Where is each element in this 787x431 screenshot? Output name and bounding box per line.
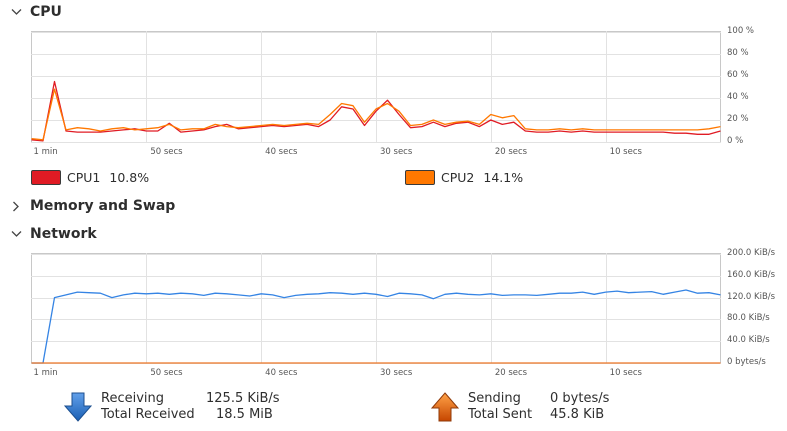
cpu-time-tick-label: 40 secs — [265, 147, 298, 157]
network-section-header[interactable]: Network — [10, 224, 97, 244]
cpu-time-tick-label: 10 secs — [609, 147, 642, 157]
cpu-y-tick-label: 0 % — [727, 136, 744, 146]
network-y-tick-label: 200.0 KiB/s — [727, 248, 776, 258]
cpu2-legend-item: CPU2 14.1% — [405, 170, 523, 185]
cpu-time-tick-label: 30 secs — [380, 147, 413, 157]
network-section-title: Network — [30, 226, 97, 242]
network-time-tick-label: 30 secs — [380, 368, 413, 378]
cpu-time-tick-label: 50 secs — [150, 147, 183, 157]
network-time-tick-label: 40 secs — [265, 368, 298, 378]
total-received-value: 18.5 MiB — [216, 407, 273, 422]
download-arrow-icon — [64, 392, 92, 422]
network-y-tick-label: 120.0 KiB/s — [727, 291, 776, 302]
cpu-time-tick-label: 1 min — [33, 147, 58, 157]
sending-stats: Sending 0 bytes/s Total Sent 45.8 KiB — [468, 391, 609, 423]
cpu2-value: 14.1% — [483, 170, 524, 185]
receiving-stats: Receiving 125.5 KiB/s Total Received 18.… — [101, 391, 280, 423]
cpu-section-title: CPU — [30, 4, 62, 20]
total-sent-label: Total Sent — [468, 407, 533, 422]
chevron-down-icon — [10, 228, 22, 240]
network-history-graph — [31, 253, 721, 364]
network-y-tick-label: 80.0 KiB/s — [727, 313, 770, 324]
network-y-tick-label: 0 bytes/s — [727, 357, 766, 367]
chevron-right-icon — [10, 200, 22, 212]
cpu1-value: 10.8% — [109, 170, 150, 185]
network-graph-canvas — [31, 253, 721, 364]
receiving-label: Receiving — [101, 391, 165, 406]
sending-value: 0 bytes/s — [550, 391, 610, 406]
network-y-tick-label: 160.0 KiB/s — [727, 269, 776, 280]
cpu-series-cpu2 — [31, 88, 721, 141]
network-time-tick-label: 50 secs — [150, 368, 183, 378]
cpu-graph-canvas — [31, 31, 721, 143]
network-time-tick-label: 1 min — [33, 368, 58, 378]
receiving-value: 125.5 KiB/s — [206, 391, 280, 406]
upload-arrow-icon — [431, 392, 459, 422]
cpu-series-cpu1 — [31, 80, 721, 142]
total-received-label: Total Received — [101, 407, 195, 422]
network-time-tick-label: 10 secs — [609, 368, 642, 378]
total-sent-value: 45.8 KiB — [550, 407, 605, 422]
cpu1-label: CPU1 — [67, 170, 101, 185]
cpu-y-tick-label: 80 % — [727, 48, 749, 58]
cpu1-legend-item: CPU1 10.8% — [31, 170, 149, 185]
sending-label: Sending — [468, 391, 521, 406]
cpu-history-graph — [31, 31, 721, 143]
cpu1-color-swatch[interactable] — [31, 170, 61, 185]
memory-section-title: Memory and Swap — [30, 198, 176, 214]
cpu2-label: CPU2 — [441, 170, 475, 185]
cpu2-color-swatch[interactable] — [405, 170, 435, 185]
network-series-receiving — [31, 289, 721, 364]
cpu-y-tick-label: 100 % — [727, 26, 755, 36]
cpu-section-header[interactable]: CPU — [10, 2, 62, 22]
network-y-tick-label: 40.0 KiB/s — [727, 335, 770, 346]
network-time-tick-label: 20 secs — [494, 368, 528, 378]
cpu-time-tick-label: 20 secs — [494, 147, 528, 157]
memory-section-header[interactable]: Memory and Swap — [10, 196, 175, 216]
cpu-y-tick-label: 20 % — [727, 114, 749, 124]
cpu-y-tick-label: 60 % — [727, 70, 749, 80]
chevron-down-icon — [10, 6, 22, 18]
cpu-y-tick-label: 40 % — [727, 92, 749, 102]
